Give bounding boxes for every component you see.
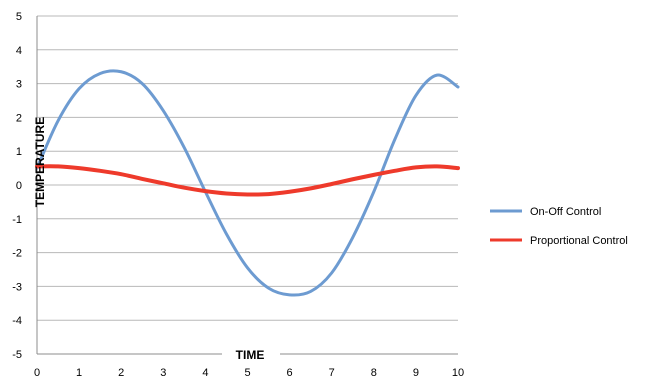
x-tick-label: 1 [76, 367, 82, 379]
x-tick-label: 2 [118, 367, 124, 379]
x-tick-label: 6 [287, 367, 293, 379]
y-tick-label: 1 [16, 146, 22, 158]
legend-label-proportional: Proportional Control [530, 235, 628, 247]
y-tick-label: 4 [16, 45, 22, 57]
x-tick-label: 0 [34, 367, 40, 379]
x-tick-label: 7 [329, 367, 335, 379]
grid [37, 15, 458, 355]
y-tick-label: -5 [12, 349, 22, 361]
legend-item-on-off: On-Off Control [490, 206, 601, 218]
series-layer [35, 69, 460, 297]
y-tick-label: -1 [12, 214, 22, 226]
legend-item-proportional: Proportional Control [490, 235, 628, 247]
y-tick-label: 5 [16, 11, 22, 23]
y-axis-title: TEMPERATURE [33, 117, 47, 207]
series-line-proportional [35, 164, 460, 197]
x-tick-label: 8 [371, 367, 377, 379]
legend: On-Off Control Proportional Control [490, 206, 628, 247]
x-tick-label: 10 [452, 367, 464, 379]
x-axis-title: TIME [236, 348, 265, 362]
x-tick-label: 9 [413, 367, 419, 379]
y-tick-label: 2 [16, 112, 22, 124]
x-tick-label: 5 [244, 367, 250, 379]
y-tick-label: 3 [16, 79, 22, 91]
y-tick-label: -2 [12, 248, 22, 260]
legend-label-on-off: On-Off Control [530, 206, 601, 218]
x-tick-label: 4 [202, 367, 208, 379]
y-tick-label: 0 [16, 180, 22, 192]
y-tick-label: -3 [12, 281, 22, 293]
xlabel-background [222, 345, 280, 363]
y-tick-label: -4 [12, 315, 22, 327]
x-tick-label: 3 [160, 367, 166, 379]
series-line-on-off [35, 69, 460, 297]
